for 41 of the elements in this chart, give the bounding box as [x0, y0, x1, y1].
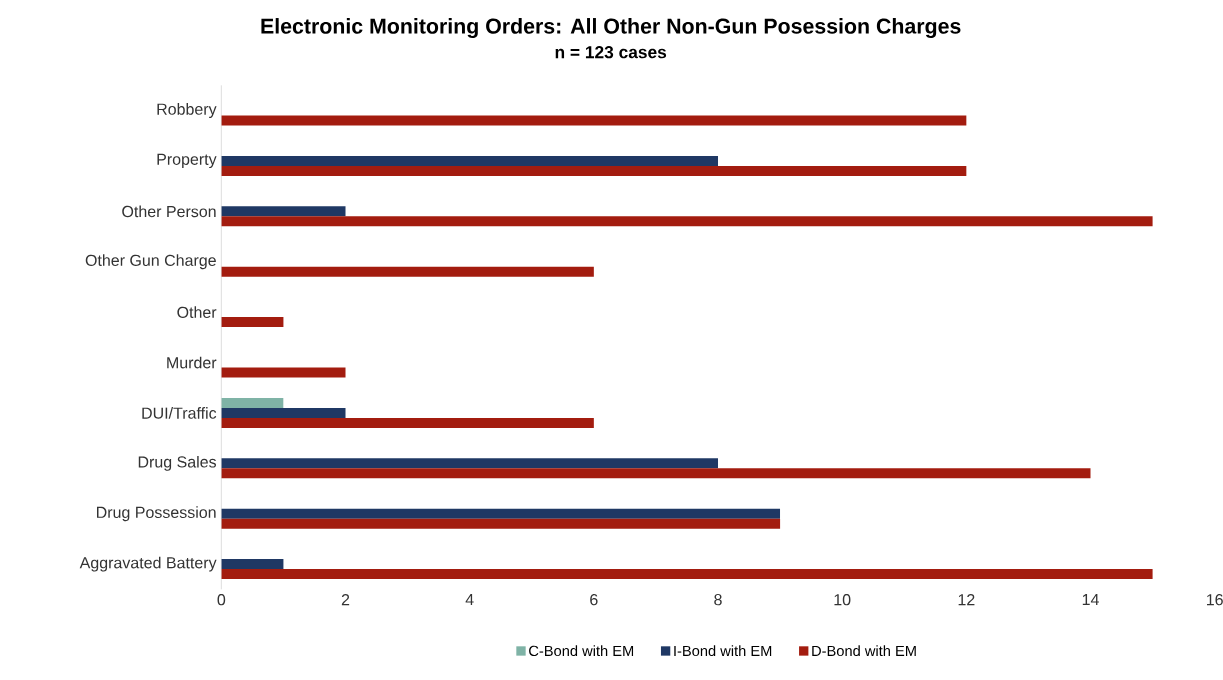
- bar: [221, 317, 284, 328]
- bar: [221, 266, 594, 277]
- y-tick-label: Murder: [167, 356, 217, 369]
- bar: [221, 155, 719, 166]
- x-tick-label: 0: [217, 594, 226, 606]
- x-tick-label: 16: [1206, 594, 1223, 606]
- legend-label: C-Bond with EM: [529, 645, 634, 657]
- y-tick-label: Other Gun Charge: [85, 254, 216, 270]
- x-tick-label: 8: [714, 594, 722, 606]
- chart-title: Electronic Monitoring Orders: All Other Non-Gun Posession Charges: [261, 18, 961, 38]
- legend-label: D-Bond with EM: [812, 645, 916, 657]
- chart-subtitle: n = 123 cases: [555, 46, 667, 59]
- bar: [221, 468, 1091, 479]
- bar: [221, 569, 1153, 580]
- bar: [221, 417, 594, 428]
- y-tick-label: Robbery: [157, 103, 217, 118]
- x-tick-label: 2: [341, 594, 350, 606]
- y-tick-label: Drug Sales: [138, 455, 217, 471]
- y-tick-label: Drug Possession: [97, 506, 216, 522]
- bar: [221, 367, 346, 378]
- bar: [221, 508, 781, 519]
- bar: [221, 559, 284, 570]
- x-tick-label: 4: [465, 594, 474, 606]
- bar: [221, 397, 284, 408]
- x-tick-label: 14: [1082, 594, 1099, 606]
- x-tick-label: 10: [834, 594, 851, 606]
- y-tick-label: Other Person: [122, 205, 216, 218]
- bar: [221, 165, 967, 176]
- bar: [221, 518, 781, 529]
- x-tick-label: 12: [958, 594, 975, 606]
- bar: [221, 458, 719, 469]
- y-tick-label: Other: [177, 306, 217, 318]
- y-tick-label: Property: [157, 153, 217, 169]
- bar: [221, 407, 346, 418]
- bar: [221, 216, 1153, 227]
- y-tick-label: Aggravated Battery: [79, 556, 217, 572]
- y-tick-label: DUI/Traffic: [142, 407, 217, 419]
- legend-label: I-Bond with EM: [674, 645, 772, 657]
- x-tick-label: 6: [590, 594, 598, 606]
- bar: [221, 115, 967, 126]
- bar: [221, 206, 346, 217]
